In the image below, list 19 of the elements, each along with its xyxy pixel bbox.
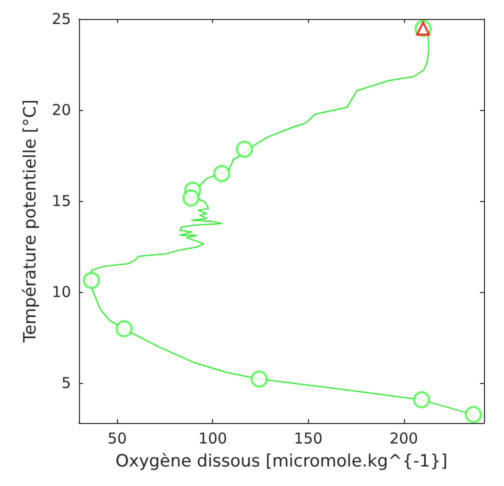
x-tick-label: 150 [294, 430, 323, 448]
x-tick-label: 100 [198, 430, 228, 448]
y-tick-label: 5 [61, 374, 71, 392]
y-tick-label: 15 [52, 192, 71, 210]
x-axis-title: Oxygène dissous [micromole.kg^{-1}] [116, 452, 448, 472]
point [213, 165, 230, 182]
x-tick-label: 50 [108, 430, 127, 448]
point [116, 320, 133, 338]
x-tick-label: 200 [389, 430, 418, 448]
point [464, 406, 482, 423]
y-tick-label: 25 [52, 10, 71, 28]
y-axis-title: Température potentielle [°C] [20, 100, 40, 344]
point [236, 140, 253, 158]
point [82, 272, 100, 289]
point [182, 189, 200, 206]
point [413, 391, 430, 408]
y-tick-label: 20 [52, 100, 71, 119]
point [250, 370, 268, 388]
y-tick-label: 10 [52, 282, 71, 301]
